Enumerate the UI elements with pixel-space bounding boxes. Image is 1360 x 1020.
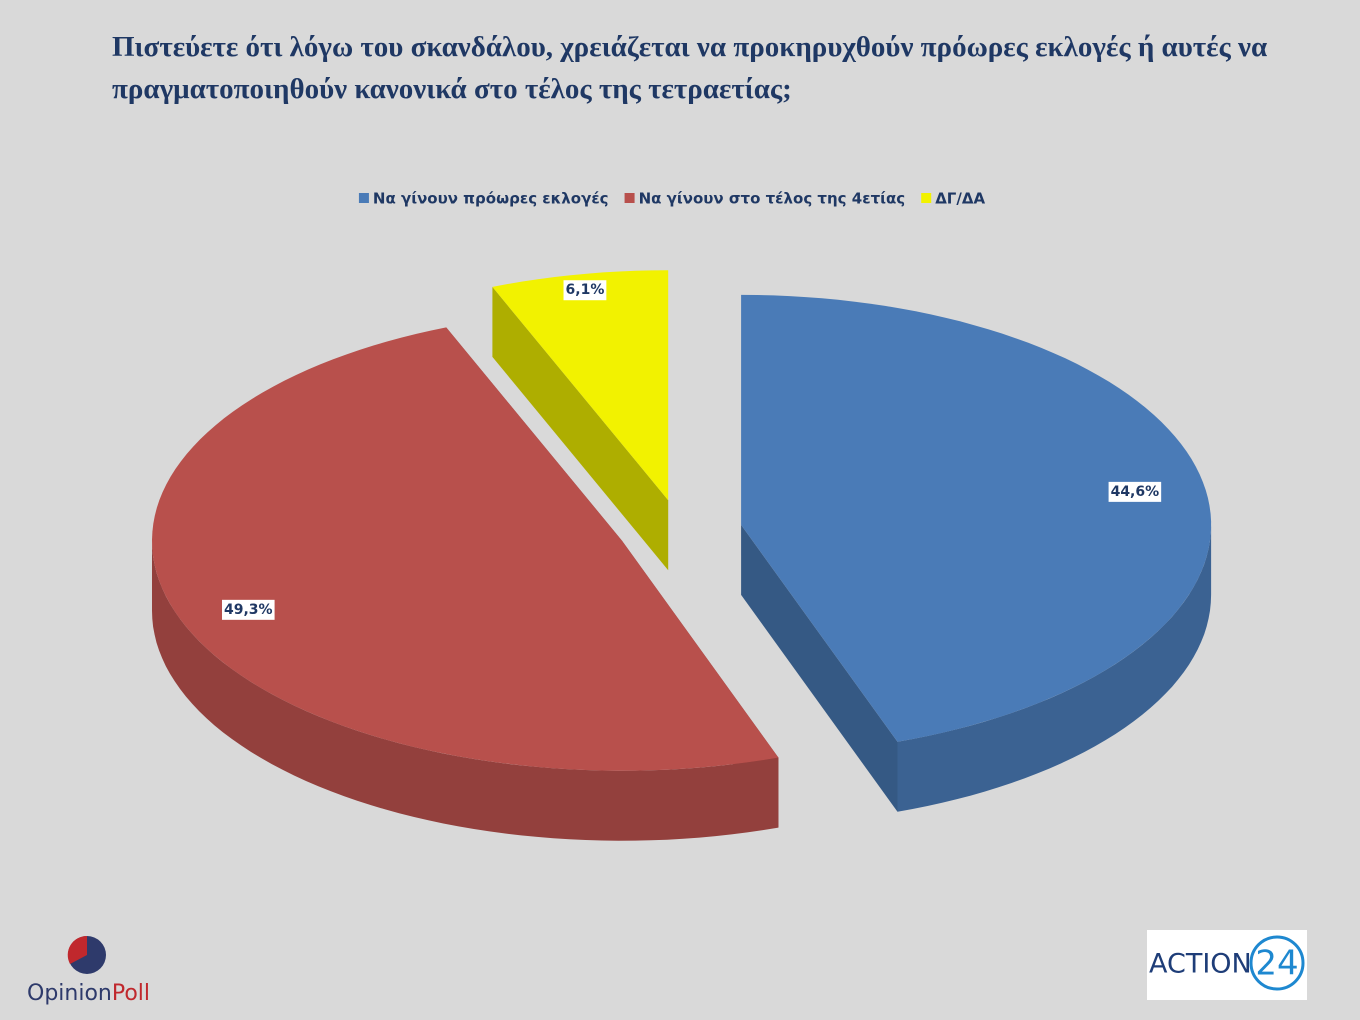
- legend-item: Να γίνουν πρόωρες εκλογές: [358, 190, 609, 208]
- legend-item: Να γίνουν στο τέλος της 4ετίας: [624, 190, 906, 208]
- legend-item: ΔΓ/ΔΑ: [921, 190, 985, 208]
- slice-side: [152, 540, 779, 841]
- value-label-bg: [222, 599, 275, 620]
- slice-side: [897, 524, 1212, 812]
- value-label-bg: [1108, 481, 1162, 502]
- legend-label: Να γίνουν πρόωρες εκλογές: [373, 190, 609, 208]
- value-label: 49,3%: [224, 602, 273, 618]
- logo-part: Poll: [112, 981, 150, 1006]
- value-label: 6,1%: [566, 282, 605, 298]
- legend: Να γίνουν πρόωρες εκλογές Να γίνουν στο τ…: [358, 190, 985, 208]
- legend-swatch: [921, 193, 932, 203]
- logo-text: ACTION: [1149, 949, 1252, 980]
- slice: [741, 294, 1212, 742]
- legend-label: ΔΓ/ΔΑ: [935, 190, 985, 208]
- legend-swatch: [358, 193, 369, 203]
- logo-ring: [1249, 935, 1305, 991]
- legend-swatch: [624, 193, 635, 203]
- legend-label: Να γίνουν στο τέλος της 4ετίας: [639, 190, 906, 208]
- slice-cut-face: [741, 524, 898, 812]
- value-label: 44,6%: [1111, 484, 1160, 500]
- value-labels: 6,1% 44,6% 49,3%: [222, 280, 1162, 620]
- action24-logo: ACTION 24: [1147, 930, 1307, 1000]
- logo-wedge: [67, 935, 87, 964]
- slice: [152, 327, 779, 771]
- slice-cut-face: [492, 286, 669, 571]
- logo-part: Opinion: [27, 981, 112, 1006]
- logo-text: OpinionPoll: [27, 981, 150, 1006]
- pie: [152, 270, 1212, 841]
- logo-text: 24: [1255, 944, 1298, 984]
- opinion-poll-logo: OpinionPoll: [27, 935, 150, 1006]
- value-label-bg: [563, 280, 607, 301]
- slice: [492, 270, 669, 501]
- chart-title: Πιστεύετε ότι λόγω του σκανδάλου, χρειάζ…: [112, 31, 1268, 105]
